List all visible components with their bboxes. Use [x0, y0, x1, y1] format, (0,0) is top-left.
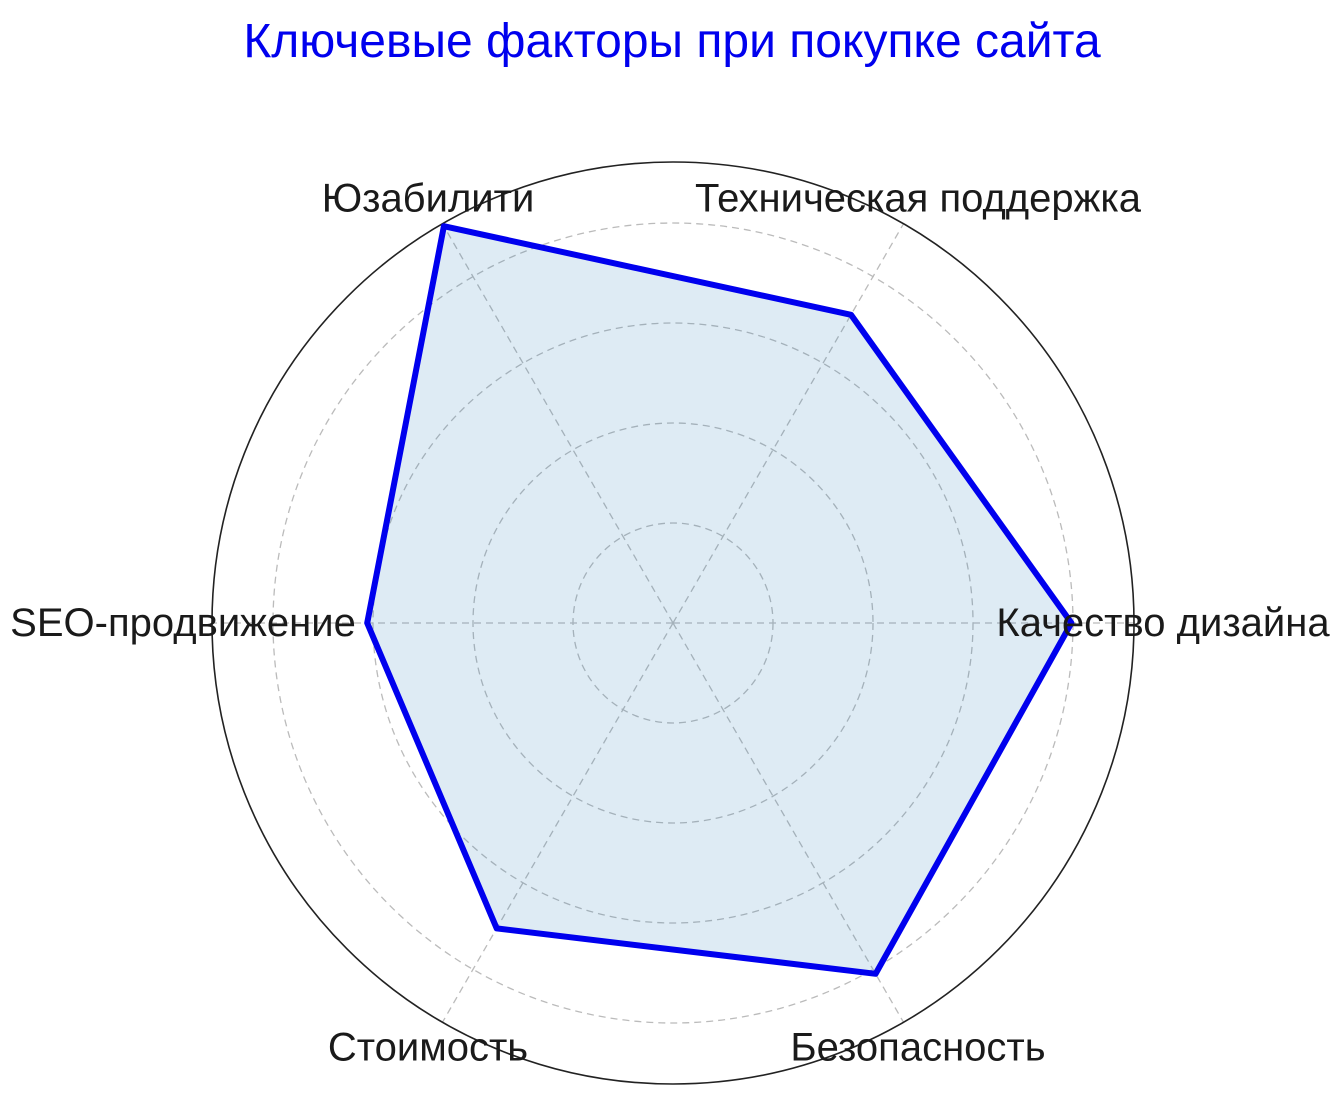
svg-text:Качество дизайна: Качество дизайна — [996, 601, 1330, 645]
svg-text:Техническая поддержка: Техническая поддержка — [695, 177, 1142, 221]
svg-text:SEO-продвижение: SEO-продвижение — [10, 601, 356, 645]
svg-text:Стоимость: Стоимость — [328, 1025, 528, 1069]
svg-text:Безопасность: Безопасность — [790, 1025, 1045, 1069]
svg-text:Юзабилити: Юзабилити — [322, 177, 535, 221]
